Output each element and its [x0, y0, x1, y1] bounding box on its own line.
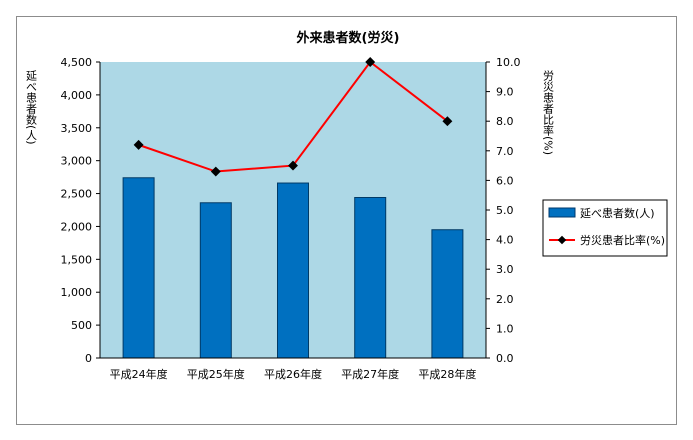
x-tick-label: 平成25年度	[187, 367, 245, 381]
legend-label-line: 労災患者比率(%)	[580, 233, 665, 247]
bar	[199, 202, 232, 359]
y-tick-right-label: 8.0	[496, 115, 514, 128]
bar	[354, 197, 387, 359]
legend: 延べ患者数(人) 労災患者比率(%)	[542, 199, 668, 257]
y-tick-left-label: 2,500	[61, 188, 93, 201]
y-tick-left-label: 0	[85, 352, 92, 365]
y-tick-right-label: 7.0	[496, 145, 514, 158]
y-tick-left-label: 1,000	[61, 286, 93, 299]
x-tick-label: 平成26年度	[264, 367, 322, 381]
bar	[431, 229, 464, 359]
chart-title: 外来患者数(労災)	[296, 30, 400, 46]
y-tick-left-label: 3,000	[61, 155, 93, 168]
bar	[122, 177, 155, 359]
y-tick-right-label: 1.0	[496, 322, 514, 335]
x-tick-label: 平成28年度	[418, 367, 476, 381]
y-tick-right-label: 3.0	[496, 263, 514, 276]
y-tick-right-label: 4.0	[496, 234, 514, 247]
y-tick-left-label: 1,500	[61, 253, 93, 266]
y-tick-right-label: 9.0	[496, 86, 514, 99]
line-point	[210, 166, 221, 177]
line-point	[288, 160, 298, 171]
y-tick-left-label: 4,500	[61, 56, 93, 69]
y-tick-right-label: 0.0	[496, 352, 514, 365]
y-tick-right-label: 10.0	[496, 56, 521, 69]
x-tick-label: 平成24年度	[110, 367, 168, 381]
y-tick-left-label: 4,000	[61, 89, 93, 102]
axes-group: 0 500 1,000 1,500 2,000 2,500 3,000 3,500 4,000 4…	[61, 56, 521, 381]
y-tick-right-label: 2.0	[496, 293, 514, 306]
bar	[277, 182, 309, 359]
y-tick-left-label: 2,000	[61, 220, 93, 233]
y-tick-left-label: 500	[71, 319, 92, 332]
x-tick-label: 平成27年度	[341, 367, 399, 381]
legend-swatch-bars	[548, 207, 576, 218]
y-tick-left-label: 3,500	[61, 122, 93, 135]
bars-group	[122, 177, 464, 359]
y-tick-right-label: 5.0	[496, 204, 514, 217]
y-axis-label-right: 労災患者比率(%)	[542, 69, 555, 155]
legend-label-bars: 延べ患者数(人)	[580, 207, 655, 220]
line-point	[133, 139, 144, 150]
y-axis-label-left: 延べ患者数(人)	[25, 70, 38, 145]
y-tick-right-label: 6.0	[496, 174, 514, 187]
